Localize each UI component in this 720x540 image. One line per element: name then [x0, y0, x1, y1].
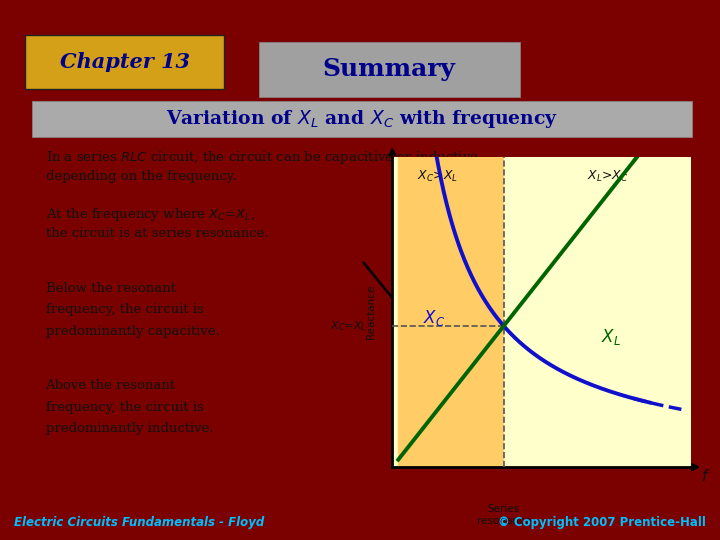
- Text: Chapter 13: Chapter 13: [60, 52, 189, 72]
- Text: Above the resonant: Above the resonant: [45, 379, 176, 392]
- Text: At the frequency where $\mathit{X_C}$=$\mathit{X_L}$,: At the frequency where $\mathit{X_C}$=$\…: [45, 206, 255, 223]
- FancyBboxPatch shape: [32, 102, 692, 137]
- Text: depending on the frequency.: depending on the frequency.: [45, 170, 236, 183]
- Text: frequency, the circuit is: frequency, the circuit is: [45, 401, 203, 414]
- Text: In a series $\mathit{RLC}$ circuit, the circuit can be capacitive or inductive,: In a series $\mathit{RLC}$ circuit, the …: [45, 149, 482, 166]
- Text: $\mathit{X_C}$=$\mathit{X_L}$: $\mathit{X_C}$=$\mathit{X_L}$: [330, 319, 366, 333]
- Text: Series
resonance: Series resonance: [477, 504, 531, 526]
- Text: Variation of $\mathit{X_L}$ and $\mathit{X_C}$ with frequency: Variation of $\mathit{X_L}$ and $\mathit…: [166, 108, 558, 130]
- FancyBboxPatch shape: [258, 42, 520, 97]
- Text: $\mathit{X_C}$>$\mathit{X_L}$: $\mathit{X_C}$>$\mathit{X_L}$: [417, 169, 458, 184]
- Text: frequency, the circuit is: frequency, the circuit is: [45, 303, 203, 316]
- Text: $\mathit{X_L}$: $\mathit{X_L}$: [600, 327, 621, 347]
- Text: Electric Circuits Fundamentals - Floyd: Electric Circuits Fundamentals - Floyd: [14, 516, 265, 529]
- Text: predominantly inductive.: predominantly inductive.: [45, 422, 213, 435]
- Text: © Copyright 2007 Prentice-Hall: © Copyright 2007 Prentice-Hall: [498, 516, 706, 529]
- Text: predominantly capacitive.: predominantly capacitive.: [45, 325, 220, 338]
- Text: Summary: Summary: [323, 57, 456, 81]
- Text: $\mathit{X_C}$: $\mathit{X_C}$: [423, 308, 446, 328]
- Text: the circuit is at series resonance.: the circuit is at series resonance.: [45, 227, 268, 240]
- Text: Reactance: Reactance: [366, 285, 377, 339]
- Text: $\mathit{X_L}$>$\mathit{X_C}$: $\mathit{X_L}$>$\mathit{X_C}$: [587, 169, 629, 184]
- Text: $\mathit{f}$: $\mathit{f}$: [701, 468, 711, 484]
- FancyBboxPatch shape: [25, 35, 225, 90]
- Text: Below the resonant: Below the resonant: [45, 282, 176, 295]
